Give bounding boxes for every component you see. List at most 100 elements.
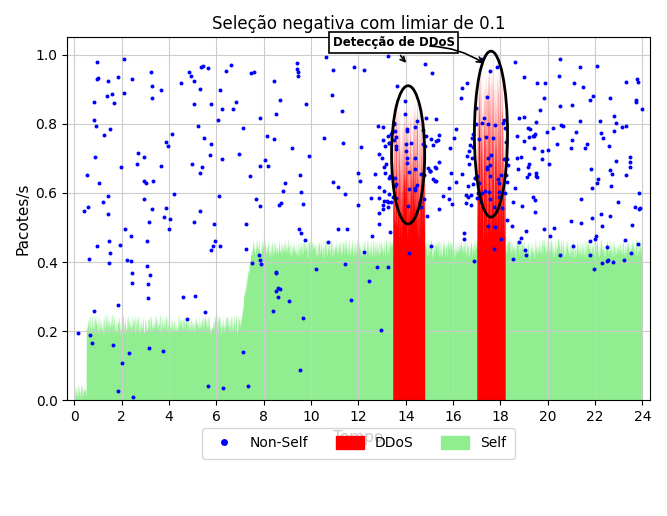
Point [377, 154, 388, 162]
Point [537, 155, 548, 163]
Point [605, 182, 616, 190]
Point [254, 202, 265, 211]
Point [269, 76, 279, 85]
Point [425, 167, 436, 175]
Point [516, 234, 527, 242]
Point [255, 255, 266, 264]
Point [463, 182, 474, 190]
Point [177, 293, 188, 301]
Point [482, 93, 492, 101]
Point [488, 134, 498, 142]
Point [462, 79, 472, 87]
Point [476, 198, 486, 206]
Point [482, 120, 493, 128]
Point [144, 344, 155, 352]
Point [175, 79, 186, 88]
Point [428, 140, 438, 149]
Point [606, 170, 617, 178]
Point [195, 62, 206, 71]
Point [384, 139, 395, 147]
Point [103, 192, 113, 200]
Point [630, 95, 641, 104]
Point [327, 66, 338, 74]
Point [500, 124, 510, 132]
Point [490, 121, 501, 129]
Point [469, 256, 480, 265]
Point [473, 179, 484, 187]
Point [390, 182, 400, 190]
Point [337, 107, 348, 115]
Point [520, 246, 530, 254]
Point [496, 234, 506, 243]
Point [633, 239, 644, 248]
Point [323, 238, 334, 247]
Point [382, 203, 393, 211]
Point [93, 74, 103, 82]
Point [215, 243, 225, 251]
Point [182, 315, 193, 323]
Point [366, 194, 377, 202]
Point [428, 175, 439, 183]
Point [476, 119, 487, 127]
Point [388, 136, 399, 144]
Point [147, 204, 157, 213]
Point [262, 132, 273, 140]
Point [591, 232, 602, 240]
Point [472, 194, 482, 202]
Point [605, 94, 616, 102]
Point [194, 85, 205, 93]
Point [477, 189, 488, 198]
Point [619, 255, 630, 264]
Point [391, 142, 402, 150]
Point [384, 139, 394, 147]
Point [113, 301, 123, 309]
Point [390, 180, 401, 188]
Point [587, 214, 598, 222]
Point [479, 114, 490, 122]
Point [118, 54, 129, 62]
Point [492, 63, 502, 71]
Point [238, 348, 249, 356]
Point [92, 242, 103, 250]
Point [127, 268, 137, 277]
Point [474, 135, 484, 143]
Point [327, 178, 338, 186]
Point [438, 192, 449, 200]
Point [141, 179, 151, 187]
Point [160, 138, 171, 147]
Point [348, 63, 359, 71]
Point [597, 259, 608, 267]
Point [402, 125, 412, 133]
Point [271, 269, 281, 277]
Point [470, 104, 481, 112]
Point [592, 179, 603, 187]
Point [587, 184, 598, 192]
Point [580, 143, 590, 152]
Point [613, 198, 624, 206]
Point [271, 109, 281, 118]
Point [85, 331, 95, 340]
Point [269, 135, 279, 143]
Point [416, 170, 427, 179]
Point [263, 162, 273, 170]
Point [419, 195, 430, 203]
Point [256, 260, 267, 268]
Point [538, 225, 549, 233]
Point [104, 237, 115, 246]
Point [202, 381, 213, 390]
Point [512, 165, 523, 173]
Point [548, 223, 559, 232]
Point [156, 86, 167, 94]
Point [270, 287, 281, 295]
Point [402, 127, 412, 135]
Point [488, 245, 499, 253]
Point [425, 167, 436, 175]
Point [216, 155, 227, 164]
Point [119, 225, 130, 233]
Point [220, 67, 231, 75]
Point [107, 342, 118, 350]
Point [205, 151, 215, 159]
Point [241, 219, 251, 228]
Point [415, 198, 426, 206]
Point [385, 172, 396, 180]
